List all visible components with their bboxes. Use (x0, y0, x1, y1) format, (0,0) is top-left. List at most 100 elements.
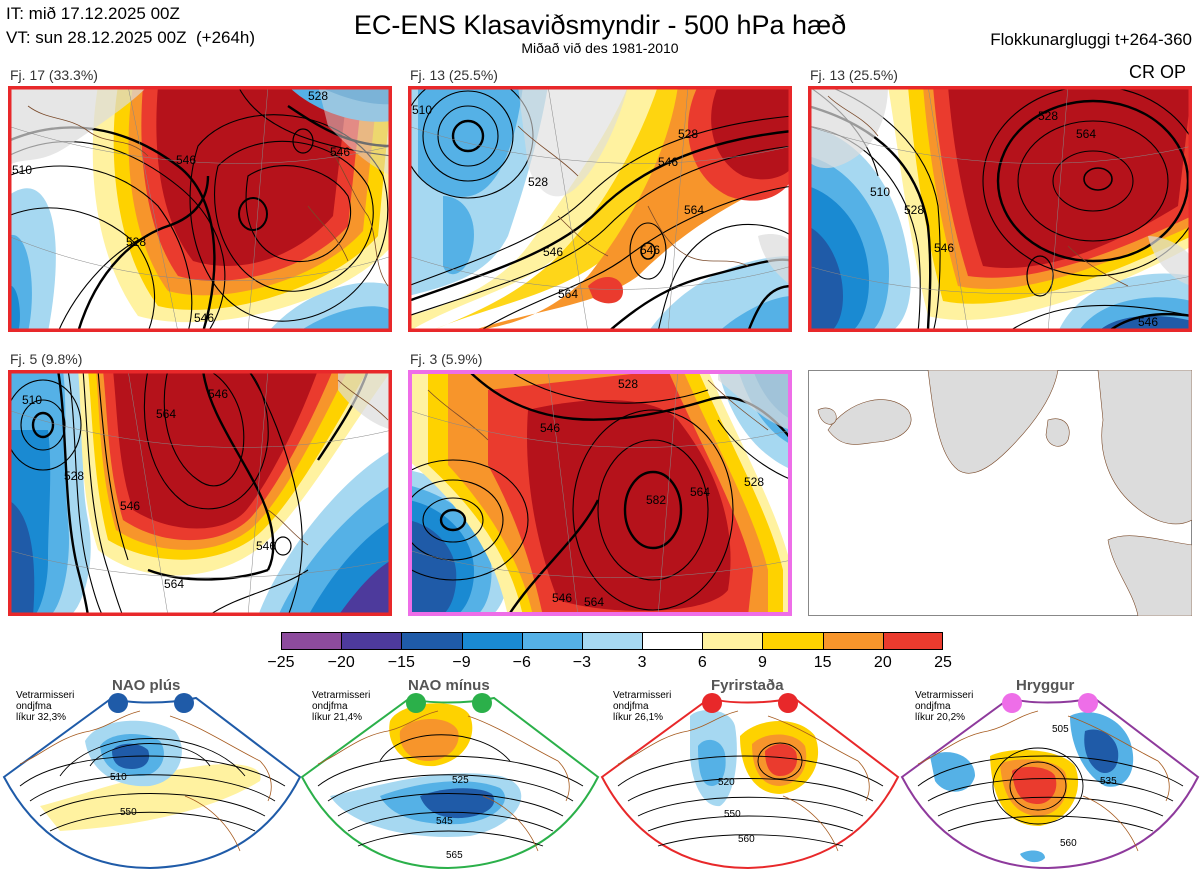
contour-label: 528 (678, 127, 698, 141)
regime-name-nao-plus: NAO plús (112, 677, 181, 694)
contour-label: 510 (412, 103, 432, 117)
regime-stat-line: ondjfma (613, 701, 649, 712)
contour-label: 564 (1076, 127, 1096, 141)
regime-contour-label: 560 (738, 834, 755, 845)
colorbar-tick-label: −6 (512, 654, 531, 671)
regime-stat-line: Vetrarmisseri (312, 690, 371, 701)
colorbar-tick-label: −9 (452, 654, 471, 671)
contour-label: 510 (12, 163, 32, 177)
colorbar-swatch (882, 632, 943, 650)
contour-label: 546 (540, 421, 560, 435)
regime-contour-label: 550 (724, 809, 741, 820)
empty-basemap-drawing (808, 370, 1192, 616)
colorbar-swatch (581, 632, 643, 650)
colorbar-tick-label: 3 (637, 654, 647, 671)
control-run-tag: CR OP (1128, 62, 1186, 82)
contour-label: 546 (640, 243, 660, 257)
colorbar-swatch (521, 632, 582, 650)
regime-contour-label: 545 (436, 816, 453, 827)
cluster-map-panel-2[interactable]: 510 528 546 528 546 564 546 564 (408, 86, 792, 332)
panel-3-label: Fj. 13 (25.5%) (810, 67, 898, 83)
regime-stat-nao-minus: Vetrarmisseri ondjfma líkur 21,4% (312, 690, 370, 723)
page-title: EC-ENS Klasaviðsmyndir - 500 hPa hæð (353, 10, 847, 40)
contour-label: 546 (120, 499, 140, 513)
panel-5-label: Fj. 3 (5.9%) (410, 351, 483, 367)
colorbar-tick-label: 15 (813, 654, 832, 671)
contour-label: 528 (528, 175, 548, 189)
regime-stat-line: ondjfma (16, 701, 52, 712)
regime-nao-minus-map (300, 693, 600, 870)
contour-label: 564 (558, 287, 578, 301)
regime-contour-label: 505 (1052, 724, 1069, 735)
regime-stat-ridge: Vetrarmisseri ondjfma líkur 20,2% (915, 690, 973, 723)
contour-label: 582 (646, 493, 666, 507)
colorbar-swatch (822, 632, 883, 650)
contour-label: 528 (126, 235, 146, 249)
colorbar-tick-label: −25 (267, 654, 295, 671)
regime-name-ridge: Hryggur (1016, 677, 1075, 694)
regime-ridge-map (900, 693, 1200, 870)
contour-label: 564 (690, 485, 710, 499)
cluster-map-4-drawing: 510 528 546 564 546 564 546 (8, 370, 392, 616)
regime-contour-label: 520 (718, 777, 735, 788)
cluster-map-5-drawing: 528 546 564 582 564 546 528 (408, 370, 792, 616)
panel-4-label: Fj. 5 (9.8%) (10, 351, 83, 367)
contour-label: 546 (176, 153, 196, 167)
contour-label: 546 (934, 241, 954, 255)
lead-time: (+264h) (195, 28, 256, 47)
contour-label: 528 (308, 89, 328, 103)
colorbar-tick-label: 20 (873, 654, 892, 671)
contour-label: 564 (584, 595, 604, 609)
colorbar-swatch (401, 632, 462, 650)
contour-label: 546 (1138, 315, 1158, 329)
cluster-window: Flokkunargluggi t+264-360 (990, 30, 1192, 49)
colorbar-tick-label: −3 (572, 654, 592, 671)
contour-label: 528 (744, 475, 764, 489)
regime-stat-blocking: Vetrarmisseri ondjfma líkur 26,1% (613, 690, 671, 723)
cluster-map-panel-3[interactable]: 528 546 564 510 528 546 (808, 86, 1192, 332)
colorbar-swatch (642, 632, 703, 650)
colorbar-tick-label: 9 (758, 654, 767, 671)
cluster-map-panel-4[interactable]: 510 528 546 564 546 564 546 (8, 370, 392, 616)
regime-stat-line: líkur 20,2% (915, 712, 966, 723)
empty-basemap-panel (808, 370, 1192, 616)
anomaly-colorbar: −25 −20 −15 −9 −6 −3 3 6 9 15 20 25 (267, 632, 952, 676)
panel-2-label: Fj. 13 (25.5%) (410, 67, 498, 83)
colorbar-swatch (702, 632, 763, 650)
colorbar-swatch (341, 632, 402, 650)
colorbar-swatch (762, 632, 823, 650)
contour-label: 546 (256, 539, 276, 553)
regime-stat-nao-plus: Vetrarmisseri ondjfma líkur 32,3% (16, 690, 74, 723)
regime-stat-line: ondjfma (915, 701, 951, 712)
regime-name-nao-minus: NAO mínus (408, 677, 490, 694)
contour-label: 546 (658, 155, 678, 169)
colorbar-tick-label: −15 (387, 654, 415, 671)
contour-label: 546 (330, 145, 350, 159)
contour-label: 528 (618, 377, 638, 391)
regime-stat-line: Vetrarmisseri (613, 690, 672, 701)
contour-label: 564 (684, 203, 704, 217)
colorbar-swatch (281, 632, 342, 650)
contour-label: 546 (194, 311, 214, 325)
contour-label: 546 (552, 591, 572, 605)
regime-stat-line: líkur 21,4% (312, 712, 363, 723)
cluster-map-panel-5[interactable]: 528 546 564 582 564 546 528 (408, 370, 792, 616)
regime-stat-line: Vetrarmisseri (16, 690, 75, 701)
cluster-map-panel-1[interactable]: 510 528 546 546 546 528 (8, 86, 392, 332)
weather-regime-row: 510 550 525 545 565 520 550 560 505 535 … (0, 676, 1200, 871)
regime-contour-label: 525 (452, 775, 469, 786)
contour-label: 546 (543, 245, 563, 259)
cluster-map-2-drawing: 510 528 546 528 546 564 546 564 (408, 86, 792, 332)
regime-contour-label: 535 (1100, 776, 1117, 787)
contour-label: 510 (22, 393, 42, 407)
regime-contour-label: 550 (120, 807, 137, 818)
contour-label: 510 (870, 185, 890, 199)
issue-time: IT: mið 17.12.2025 00Z (6, 4, 180, 23)
regime-name-blocking: Fyrirstaða (711, 677, 784, 694)
regime-contour-label: 565 (446, 850, 463, 861)
contour-label: 546 (208, 387, 228, 401)
regime-contour-label: 510 (110, 772, 127, 783)
valid-time-text: VT: sun 28.12.2025 00Z (6, 28, 187, 47)
contour-label: 564 (156, 407, 176, 421)
colorbar-swatch (461, 632, 522, 650)
